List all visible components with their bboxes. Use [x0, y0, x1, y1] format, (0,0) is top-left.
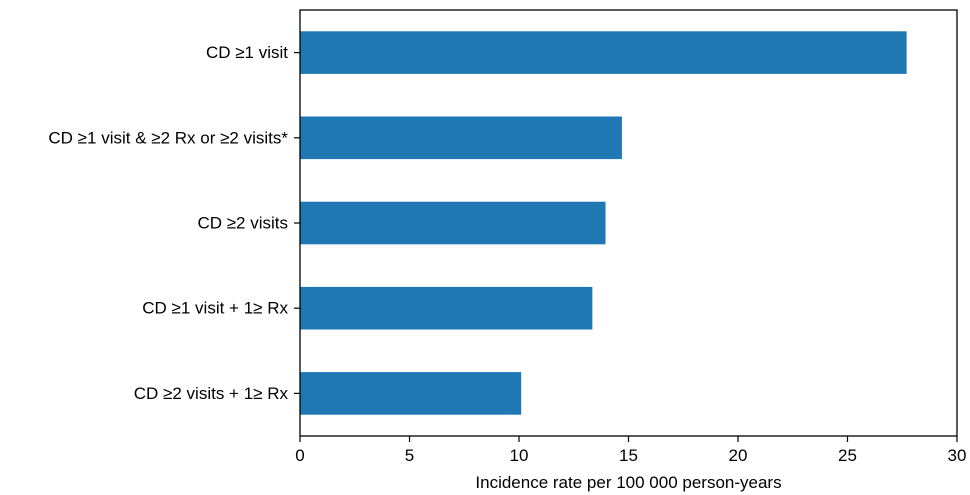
- plot-frame: [299, 9, 958, 437]
- category-label: CD ≥1 visit: [206, 43, 288, 62]
- bar: [300, 286, 593, 330]
- x-tick-label: 30: [948, 446, 967, 465]
- x-tick-label: 10: [510, 446, 529, 465]
- bar: [300, 372, 522, 415]
- x-tick-label: 25: [838, 446, 857, 465]
- x-axis-label: Incidence rate per 100 000 person-years: [475, 473, 781, 492]
- category-label: CD ≥1 visit + 1≥ Rx: [142, 299, 288, 318]
- x-tick-label: 20: [729, 446, 748, 465]
- bars-group: [300, 31, 907, 415]
- category-label: CD ≥1 visit & ≥2 Rx or ≥2 visits*: [48, 128, 288, 147]
- bar: [300, 201, 606, 245]
- x-tick-label: 15: [619, 446, 638, 465]
- x-axis-ticks: 0 5 10 15 20 25 30: [295, 436, 966, 465]
- bar: [300, 116, 622, 160]
- x-tick-label: 5: [405, 446, 414, 465]
- category-label: CD ≥2 visits + 1≥ Rx: [134, 384, 289, 403]
- bar: [300, 31, 907, 74]
- category-labels: CD ≥1 visit CD ≥1 visit & ≥2 Rx or ≥2 vis…: [48, 43, 300, 403]
- x-tick-label: 0: [295, 446, 304, 465]
- category-label: CD ≥2 visits: [197, 214, 288, 233]
